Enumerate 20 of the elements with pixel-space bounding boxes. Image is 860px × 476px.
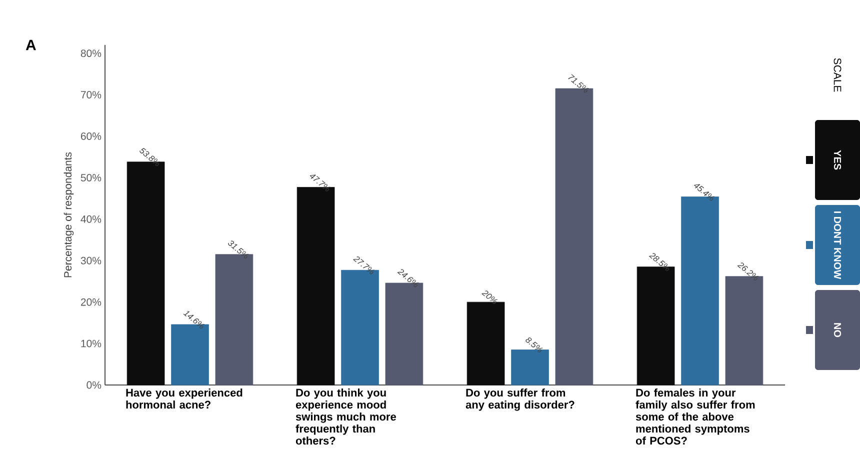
y-tick-label: 30% <box>80 256 102 264</box>
y-tick-label: 10% <box>81 340 102 348</box>
y-tick-label: 0% <box>86 381 102 389</box>
x-tick-label: Do you think you experience mood swings much more frequently than others? <box>296 388 396 445</box>
x-tick-label: Do females in your family also suffer from some of the above mentioned symptoms of PCOS? <box>636 388 755 445</box>
x-tick-label: Have you experienced hormonal acne? <box>126 388 242 409</box>
legend-label: YES <box>834 150 842 170</box>
y-tick-label: 80% <box>80 50 102 58</box>
x-tick-label: Do you suffer from any eating disorder? <box>466 388 574 411</box>
y-axis-title: Percentage of respondants <box>64 152 74 278</box>
data-label: 20% <box>482 290 498 304</box>
y-tick-label: 50% <box>80 174 102 182</box>
legend-title: SCALE <box>834 58 842 92</box>
y-tick-label: 40% <box>80 215 102 223</box>
y-tick-label: 70% <box>80 91 102 98</box>
legend-label: NO <box>834 323 842 338</box>
y-tick-label: 60% <box>80 132 102 140</box>
y-tick-label: 20% <box>80 298 102 306</box>
legend-label: I DONT KNOW <box>834 212 842 280</box>
text: A <box>26 40 36 50</box>
